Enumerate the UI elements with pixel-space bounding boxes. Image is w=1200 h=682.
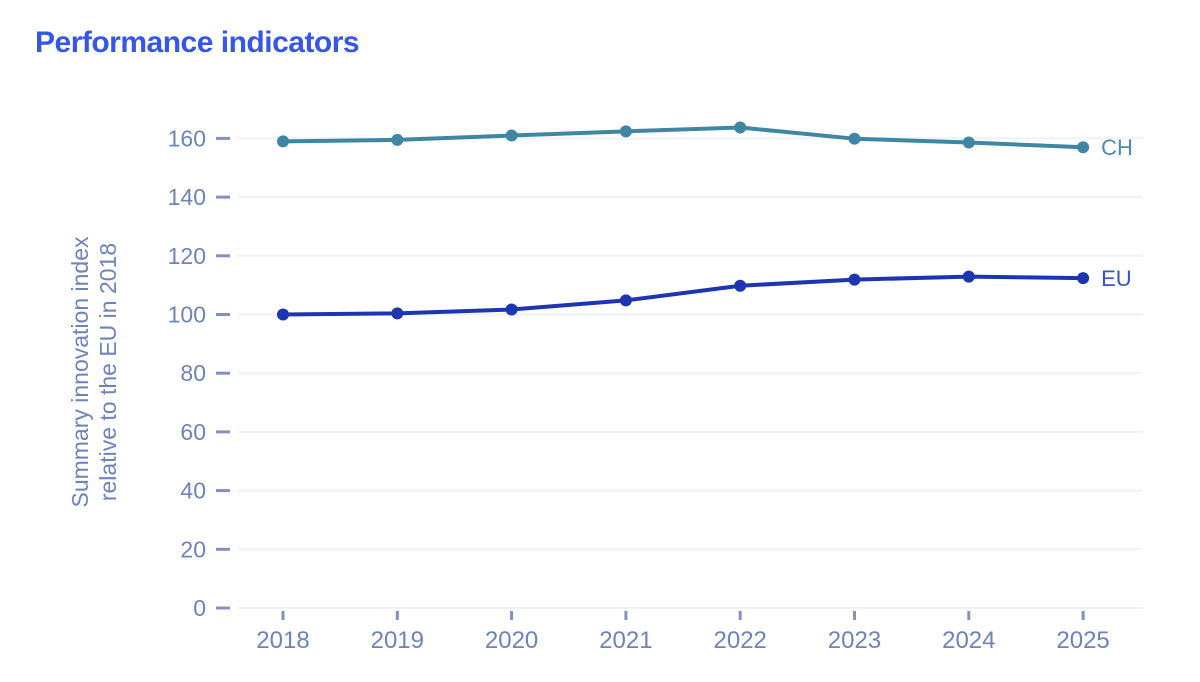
data-point-ch-2024 xyxy=(962,136,975,149)
data-point-ch-2025 xyxy=(1077,141,1090,154)
data-point-eu-2020 xyxy=(505,303,518,316)
y-tick-label: 20 xyxy=(180,536,206,562)
y-tick-label: 0 xyxy=(193,595,206,621)
data-point-eu-2021 xyxy=(619,294,632,307)
y-tick-label: 40 xyxy=(180,478,206,504)
x-tick-label: 2020 xyxy=(485,627,538,654)
data-point-ch-2018 xyxy=(277,135,289,148)
data-point-eu-2019 xyxy=(391,307,404,320)
data-point-eu-2025 xyxy=(1077,272,1090,285)
data-point-eu-2018 xyxy=(277,308,289,321)
data-point-eu-2023 xyxy=(848,273,861,286)
x-tick-label: 2024 xyxy=(942,627,995,654)
y-tick-label: 140 xyxy=(168,184,206,210)
x-tick-label: 2025 xyxy=(1056,627,1109,654)
y-tick-label: 60 xyxy=(180,419,206,445)
y-tick-label: 100 xyxy=(168,302,206,328)
y-axis-title: relative to the EU in 2018 xyxy=(95,243,121,501)
data-point-ch-2023 xyxy=(848,132,861,145)
data-point-ch-2020 xyxy=(505,129,518,142)
x-tick-label: 2019 xyxy=(371,627,424,654)
series-end-label-ch: CH xyxy=(1101,135,1133,160)
x-tick-label: 2023 xyxy=(828,627,881,654)
x-tick-label: 2022 xyxy=(714,627,767,654)
data-point-ch-2021 xyxy=(619,125,632,138)
series-line-eu xyxy=(281,274,1086,317)
page-title: Performance indicators xyxy=(35,26,360,59)
data-point-eu-2022 xyxy=(734,279,747,292)
data-point-ch-2022 xyxy=(734,121,747,134)
x-tick-label: 2018 xyxy=(256,627,309,654)
series-end-label-eu: EU xyxy=(1101,266,1132,291)
y-tick-label: 120 xyxy=(168,243,206,269)
y-tick-label: 80 xyxy=(180,360,206,386)
data-point-ch-2019 xyxy=(391,133,404,146)
x-tick-label: 2021 xyxy=(599,627,652,654)
y-axis-title: Summary innovation index xyxy=(67,236,93,508)
data-point-eu-2024 xyxy=(962,270,975,283)
y-tick-label: 160 xyxy=(168,125,206,151)
series-line-ch xyxy=(281,125,1086,150)
